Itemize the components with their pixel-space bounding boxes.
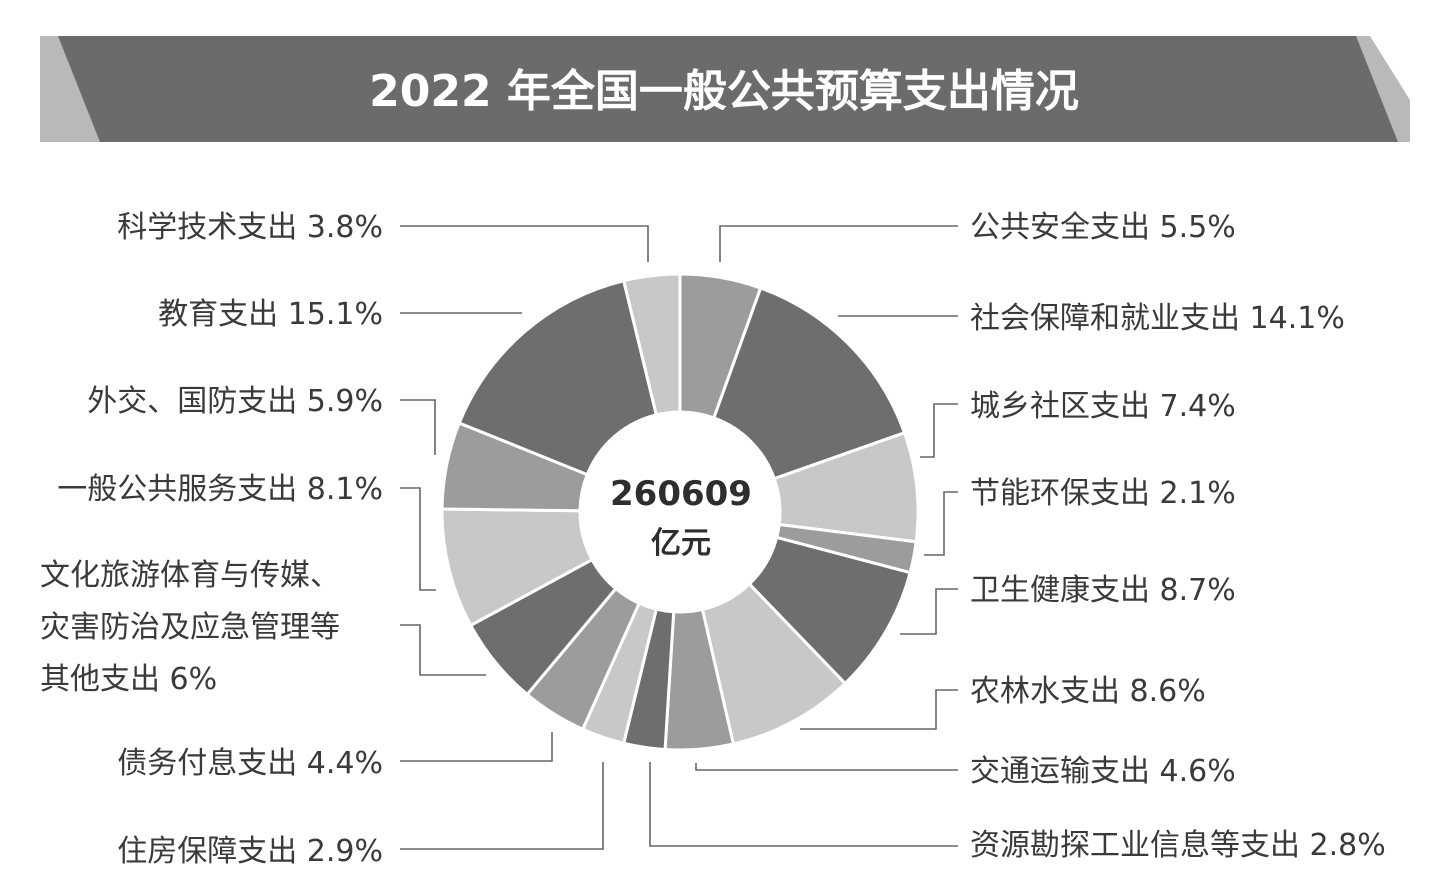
slice-label: 节能环保支出 2.1% xyxy=(970,476,1236,511)
slice-label: 城乡社区支出 7.4% xyxy=(970,389,1236,424)
leader-line xyxy=(400,399,436,455)
slice-label: 资源勘探工业信息等支出 2.8% xyxy=(970,828,1386,863)
slice-label: 住房保障支出 2.9% xyxy=(117,834,383,869)
leader-line xyxy=(800,689,958,730)
slice-label: 交通运输支出 4.6% xyxy=(970,754,1236,789)
slice-label: 外交、国防支出 5.9% xyxy=(87,384,383,419)
slice-label: 灾害防治及应急管理等 xyxy=(40,610,340,645)
leader-line xyxy=(400,732,553,762)
slice-label: 一般公共服务支出 8.1% xyxy=(57,472,383,507)
center-total-unit: 亿元 xyxy=(651,526,711,561)
banner-body xyxy=(58,36,1398,142)
slice-label: 公共安全支出 5.5% xyxy=(970,210,1236,245)
leader-line xyxy=(400,225,649,262)
leader-line xyxy=(924,491,958,556)
donut-slice xyxy=(621,272,682,417)
slice-label: 社会保障和就业支出 14.1% xyxy=(970,301,1345,336)
slice-label: 债务付息支出 4.4% xyxy=(117,746,383,781)
slice-label: 卫生健康支出 8.7% xyxy=(970,573,1236,608)
slice-label: 教育支出 15.1% xyxy=(158,297,383,332)
chart-title: 2022 年全国一般公共预算支出情况 xyxy=(369,66,1079,117)
leader-line xyxy=(719,225,958,262)
leader-line xyxy=(695,763,958,771)
slice-labels: 公共安全支出 5.5% 社会保障和就业支出 14.1% 城乡社区支出 7.4% 节能环… xyxy=(40,210,1386,869)
leader-line xyxy=(400,624,486,676)
slice-label: 其他支出 6% xyxy=(40,662,217,697)
leader-line xyxy=(400,762,604,850)
donut-slice xyxy=(711,286,907,481)
leader-line xyxy=(649,762,958,847)
center-total-value: 260609 xyxy=(610,474,752,514)
leader-line xyxy=(920,403,958,458)
slice-label: 文化旅游体育与传媒、 xyxy=(40,558,340,593)
leader-line xyxy=(400,487,436,591)
slice-label: 农林水支出 8.6% xyxy=(970,674,1206,709)
donut-slice xyxy=(457,278,659,477)
leader-lines xyxy=(400,225,958,850)
slice-label: 科学技术支出 3.8% xyxy=(117,210,383,245)
leader-line xyxy=(900,588,958,635)
title-banner: 2022 年全国一般公共预算支出情况 xyxy=(40,36,1410,142)
donut-slices xyxy=(440,272,920,752)
